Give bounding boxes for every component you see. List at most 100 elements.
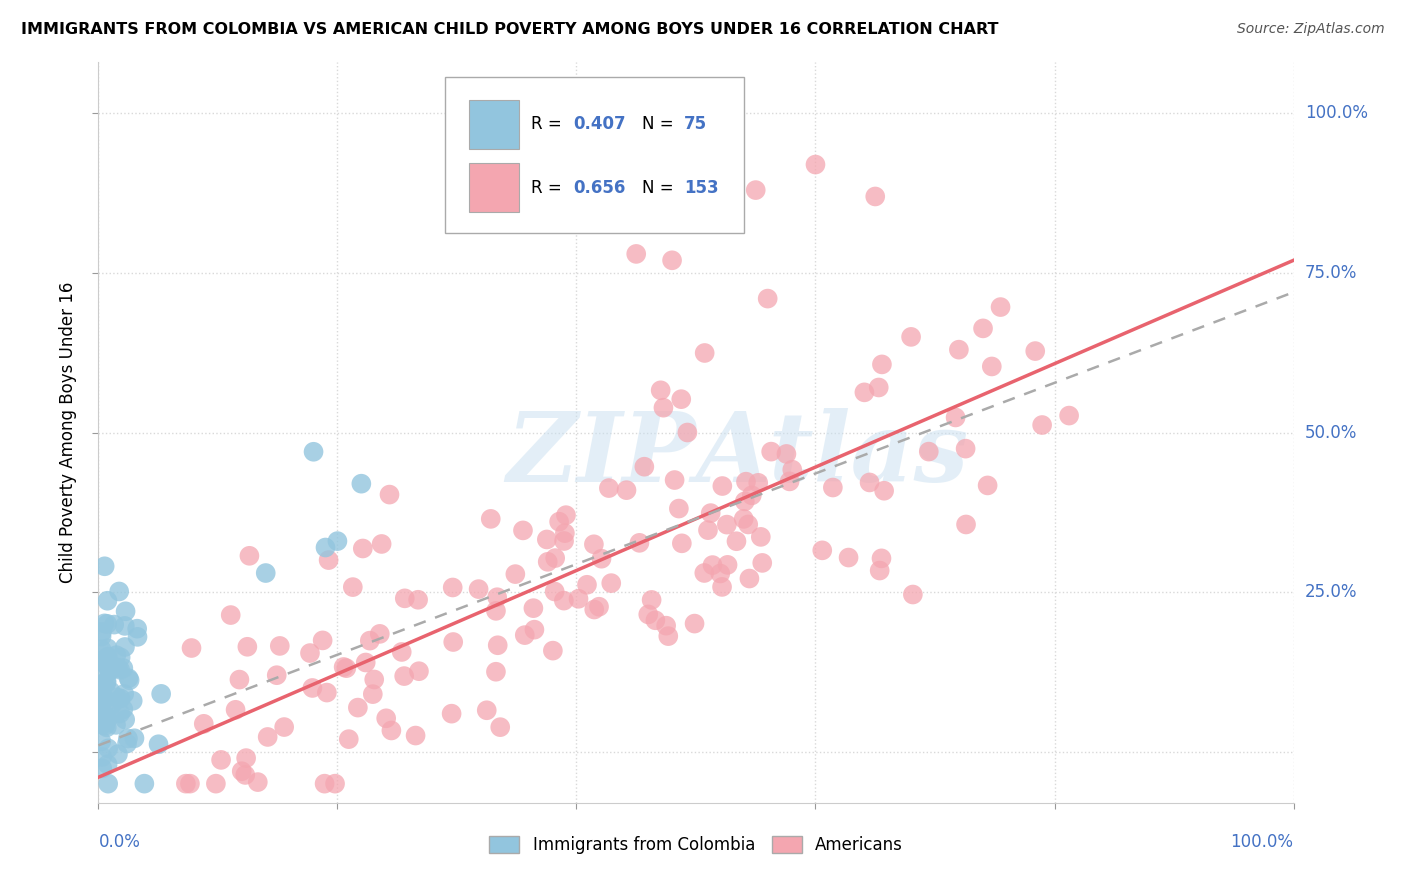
Text: 25.0%: 25.0% bbox=[1305, 583, 1357, 601]
Point bbox=[323, 777, 346, 791]
Text: 50.0%: 50.0% bbox=[1305, 424, 1357, 442]
Point bbox=[89, 696, 111, 710]
Point bbox=[628, 536, 651, 550]
Point bbox=[359, 633, 381, 648]
Point bbox=[699, 506, 721, 520]
Point bbox=[575, 578, 598, 592]
Point bbox=[976, 478, 998, 492]
Point bbox=[544, 551, 567, 566]
Point bbox=[858, 475, 880, 490]
Point bbox=[94, 718, 117, 732]
Point bbox=[582, 537, 605, 551]
Point bbox=[555, 508, 578, 523]
Point bbox=[486, 638, 509, 652]
Point bbox=[118, 673, 141, 688]
Point bbox=[1057, 409, 1080, 423]
Point bbox=[870, 358, 893, 372]
Point bbox=[236, 640, 259, 654]
Point bbox=[335, 661, 357, 675]
Point bbox=[326, 534, 349, 549]
Point bbox=[233, 768, 256, 782]
Point bbox=[97, 649, 120, 664]
Point bbox=[523, 623, 546, 637]
Point bbox=[749, 530, 772, 544]
Point bbox=[89, 702, 111, 716]
Point bbox=[342, 580, 364, 594]
Text: Source: ZipAtlas.com: Source: ZipAtlas.com bbox=[1237, 22, 1385, 37]
Text: 0.656: 0.656 bbox=[572, 178, 626, 196]
Point bbox=[391, 645, 413, 659]
Point bbox=[668, 501, 690, 516]
Point bbox=[93, 690, 115, 705]
Point bbox=[972, 321, 994, 335]
Text: 100.0%: 100.0% bbox=[1305, 104, 1368, 122]
Point bbox=[97, 741, 120, 756]
Point bbox=[685, 215, 707, 229]
Point bbox=[633, 459, 655, 474]
Text: 0.407: 0.407 bbox=[572, 115, 626, 133]
Point bbox=[209, 753, 232, 767]
Point bbox=[96, 658, 118, 673]
Point bbox=[711, 479, 734, 493]
Point bbox=[105, 648, 128, 663]
Point bbox=[114, 713, 136, 727]
Point bbox=[918, 444, 941, 458]
Point bbox=[238, 549, 260, 563]
Point bbox=[311, 633, 333, 648]
Point bbox=[392, 669, 415, 683]
Point bbox=[350, 476, 373, 491]
Point bbox=[406, 592, 429, 607]
Point bbox=[751, 556, 773, 570]
Text: IMMIGRANTS FROM COLOMBIA VS AMERICAN CHILD POVERTY AMONG BOYS UNDER 16 CORRELATI: IMMIGRANTS FROM COLOMBIA VS AMERICAN CHI… bbox=[21, 22, 998, 37]
Point bbox=[315, 541, 337, 555]
Point bbox=[112, 661, 135, 675]
Point bbox=[567, 591, 589, 606]
Point bbox=[756, 292, 779, 306]
Point bbox=[96, 673, 118, 688]
Text: Atlas: Atlas bbox=[696, 408, 969, 502]
Point bbox=[91, 624, 114, 639]
Y-axis label: Child Poverty Among Boys Under 16: Child Poverty Among Boys Under 16 bbox=[59, 282, 77, 583]
Point bbox=[512, 524, 534, 538]
Point bbox=[853, 385, 876, 400]
Point bbox=[440, 706, 463, 721]
Point bbox=[97, 777, 120, 791]
Point bbox=[741, 488, 763, 502]
Point bbox=[716, 517, 738, 532]
Point bbox=[228, 673, 250, 687]
Point bbox=[256, 730, 278, 744]
Point bbox=[821, 481, 844, 495]
Point bbox=[955, 442, 977, 456]
Point bbox=[94, 709, 117, 723]
Point bbox=[179, 777, 201, 791]
Point bbox=[93, 559, 115, 574]
Point bbox=[479, 512, 502, 526]
Point bbox=[100, 684, 122, 698]
Point bbox=[314, 777, 336, 791]
Point bbox=[96, 676, 118, 690]
Point bbox=[91, 662, 114, 676]
Point bbox=[107, 661, 129, 675]
Point bbox=[657, 629, 679, 643]
Point bbox=[733, 512, 755, 526]
Point bbox=[269, 639, 291, 653]
Point bbox=[235, 751, 257, 765]
Point bbox=[735, 475, 758, 489]
Point bbox=[709, 566, 731, 581]
Point bbox=[91, 761, 114, 775]
Point bbox=[105, 690, 128, 705]
Point bbox=[394, 591, 416, 606]
Point bbox=[90, 706, 112, 721]
Point bbox=[626, 247, 648, 261]
Point bbox=[361, 687, 384, 701]
Point bbox=[231, 764, 253, 779]
Text: 75.0%: 75.0% bbox=[1305, 264, 1357, 282]
Point bbox=[298, 646, 321, 660]
Point bbox=[644, 613, 666, 627]
Point bbox=[489, 720, 512, 734]
Point bbox=[544, 584, 567, 599]
Point bbox=[671, 392, 693, 407]
Point bbox=[697, 523, 720, 537]
Point bbox=[945, 410, 967, 425]
Text: R =: R = bbox=[531, 115, 567, 133]
